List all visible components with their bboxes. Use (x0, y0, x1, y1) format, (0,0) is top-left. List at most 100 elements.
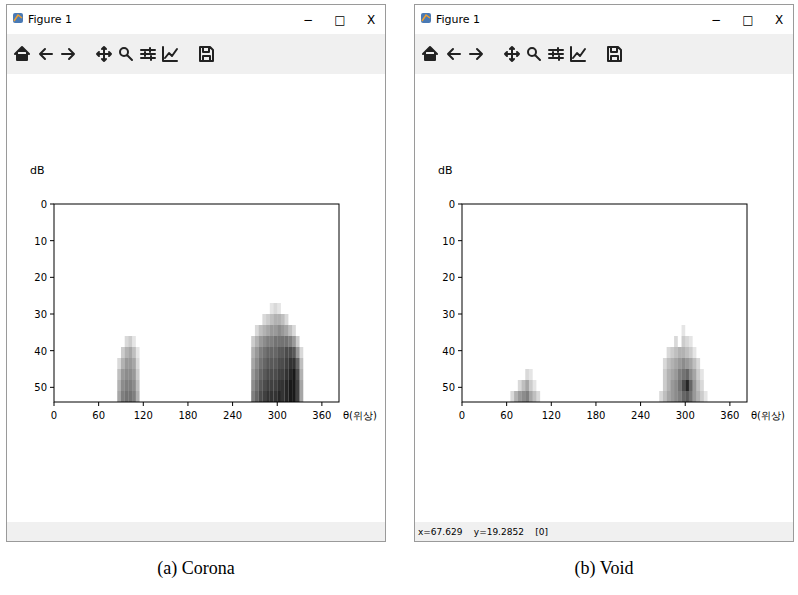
pan-button[interactable] (505, 47, 519, 61)
heat-cell (136, 369, 140, 380)
heat-cell (292, 380, 296, 391)
heat-cell (136, 380, 140, 391)
y-axis-title: dB (438, 164, 453, 177)
heat-cell (270, 380, 274, 391)
heat-cell (255, 336, 259, 347)
heat-cell (281, 391, 285, 402)
subplots-button[interactable] (549, 48, 563, 60)
heat-cell (689, 347, 693, 358)
heat-cell (292, 325, 296, 336)
forward-button[interactable] (470, 49, 482, 59)
heat-cell (674, 391, 678, 402)
y-tick (458, 204, 462, 205)
heat-cell (667, 380, 671, 391)
heat-cell (277, 380, 281, 391)
heat-cell (132, 391, 136, 402)
heat-cell (128, 347, 132, 358)
edit-axis-button[interactable] (571, 47, 585, 61)
heat-cell (288, 391, 292, 402)
caption: (a) Corona (157, 558, 234, 579)
window-button[interactable]: − (711, 13, 721, 27)
pan-button[interactable] (97, 47, 111, 61)
heat-cell (259, 391, 263, 402)
icon-path (505, 47, 519, 61)
heat-cell (121, 380, 125, 391)
app-icon-mark (14, 15, 22, 21)
heat-cell (674, 347, 678, 358)
save-button[interactable] (608, 47, 621, 61)
plot-frame (462, 204, 747, 402)
heat-cell (274, 380, 278, 391)
heat-cell (270, 303, 274, 314)
x-tick (506, 402, 507, 406)
heat-cell (274, 347, 278, 358)
heat-cell (693, 380, 697, 391)
y-tick (458, 387, 462, 388)
heat-cell (514, 391, 518, 402)
heat-cell (121, 347, 125, 358)
app-icon-mark (422, 15, 430, 21)
heat-cell (300, 358, 304, 369)
x-tick-label: 300 (676, 410, 695, 421)
save-button[interactable] (200, 47, 213, 61)
heat-cell (270, 325, 274, 336)
heat-cell (262, 314, 266, 325)
heat-cell (266, 380, 270, 391)
y-tick (50, 314, 54, 315)
x-tick (321, 402, 322, 406)
heatmap-cells (117, 303, 303, 402)
heat-cell (281, 314, 285, 325)
heat-cell (136, 347, 140, 358)
heat-cell (693, 347, 697, 358)
home-button[interactable] (423, 47, 437, 60)
heat-cell (685, 336, 689, 347)
heatmap-cells (510, 325, 707, 402)
heat-cell (285, 347, 289, 358)
back-button[interactable] (448, 49, 460, 59)
caption: (b) Void (575, 558, 634, 579)
x-tick (187, 402, 188, 406)
heat-cell (277, 314, 281, 325)
heat-cell (529, 391, 533, 402)
icon-path (528, 48, 540, 60)
heat-cell (270, 314, 274, 325)
heat-cell (518, 391, 522, 402)
home-button[interactable] (15, 47, 29, 60)
x-tick (640, 402, 641, 406)
heat-cell (277, 391, 281, 402)
window-button[interactable]: □ (334, 13, 345, 27)
heat-cell (693, 358, 697, 369)
subplots-button[interactable] (141, 48, 155, 60)
heat-cell (288, 369, 292, 380)
heat-cell (296, 380, 300, 391)
heat-cell (670, 391, 674, 402)
window-button[interactable]: − (303, 13, 313, 27)
heat-cell (251, 358, 255, 369)
heat-cell (682, 336, 686, 347)
heat-cell (132, 380, 136, 391)
window-button[interactable]: X (775, 13, 783, 27)
heat-cell (678, 391, 682, 402)
y-tick-label: 10 (442, 236, 455, 247)
heat-cell (281, 380, 285, 391)
heat-cell (667, 347, 671, 358)
y-tick (50, 240, 54, 241)
heat-cell (266, 391, 270, 402)
zoom-button[interactable] (528, 48, 540, 60)
heat-cell (685, 347, 689, 358)
zoom-button[interactable] (120, 48, 132, 60)
x-tick (551, 402, 552, 406)
heat-cell (132, 336, 136, 347)
forward-button[interactable] (62, 49, 74, 59)
icon-path (40, 49, 52, 59)
x-axis-title: θ(위상) (343, 410, 377, 421)
heat-cell (121, 391, 125, 402)
heat-cell (700, 369, 704, 380)
window-button[interactable]: X (367, 13, 375, 27)
window-button[interactable]: □ (742, 13, 753, 27)
back-button[interactable] (40, 49, 52, 59)
heat-cell (292, 369, 296, 380)
edit-axis-button[interactable] (163, 47, 177, 61)
x-tick-label: 120 (542, 410, 561, 421)
heat-cell (277, 358, 281, 369)
